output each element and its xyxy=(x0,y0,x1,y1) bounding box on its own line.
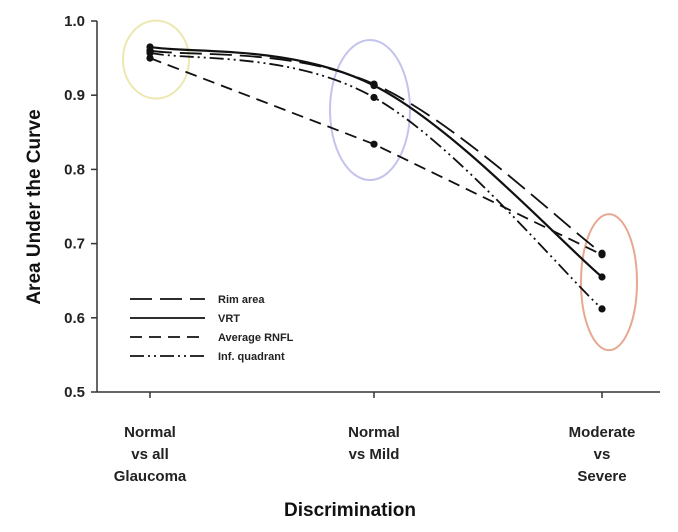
legend: Rim area VRT Average RNFL Inf. quadrant xyxy=(130,294,294,363)
data-point xyxy=(146,49,154,57)
x-category-label: Moderate xyxy=(569,424,636,441)
y-tick-label: 0.6 xyxy=(64,310,85,327)
y-axis-title: Area Under the Curve xyxy=(24,109,45,304)
legend-label: Rim area xyxy=(218,294,265,306)
y-tick-label: 0.8 xyxy=(64,161,85,178)
x-axis-title: Discrimination xyxy=(284,500,416,521)
x-category-label: Normal xyxy=(348,424,400,441)
series-line-inf-quadrant xyxy=(149,52,603,310)
highlight-ellipses xyxy=(122,19,638,352)
data-point xyxy=(598,305,606,313)
data-point xyxy=(146,43,154,51)
data-point xyxy=(370,140,378,148)
highlight-ellipse-3 xyxy=(580,213,638,352)
y-tick-label: 1.0 xyxy=(64,13,85,30)
data-point xyxy=(598,273,606,281)
data-point xyxy=(146,54,154,62)
axes xyxy=(96,21,660,393)
data-point xyxy=(370,81,378,90)
highlight-ellipse-1 xyxy=(122,19,190,100)
x-category-label: Severe xyxy=(577,468,626,485)
x-category-label: Glaucoma xyxy=(114,468,187,485)
legend-label: VRT xyxy=(218,313,240,325)
x-category-label: vs Mild xyxy=(349,446,400,463)
y-axis-ticks: 0.5 0.6 0.7 0.8 0.9 1.0 xyxy=(64,13,97,401)
y-tick-label: 0.7 xyxy=(64,236,85,253)
y-tick-label: 0.5 xyxy=(64,384,85,401)
x-category-label: vs all xyxy=(131,446,169,463)
legend-label: Average RNFL xyxy=(218,332,294,344)
series-lines xyxy=(146,43,606,313)
series-line-rim-area xyxy=(149,49,603,254)
legend-label: Inf. quadrant xyxy=(218,351,285,363)
x-category-label: vs xyxy=(594,446,611,463)
x-category-label: Normal xyxy=(124,424,176,441)
highlight-ellipse-2 xyxy=(329,39,411,182)
data-point xyxy=(598,251,606,259)
x-axis-categories: Normal vs all Glaucoma Normal vs Mild Moderat… xyxy=(114,392,636,485)
data-point xyxy=(370,93,378,102)
y-tick-label: 0.9 xyxy=(64,87,85,104)
